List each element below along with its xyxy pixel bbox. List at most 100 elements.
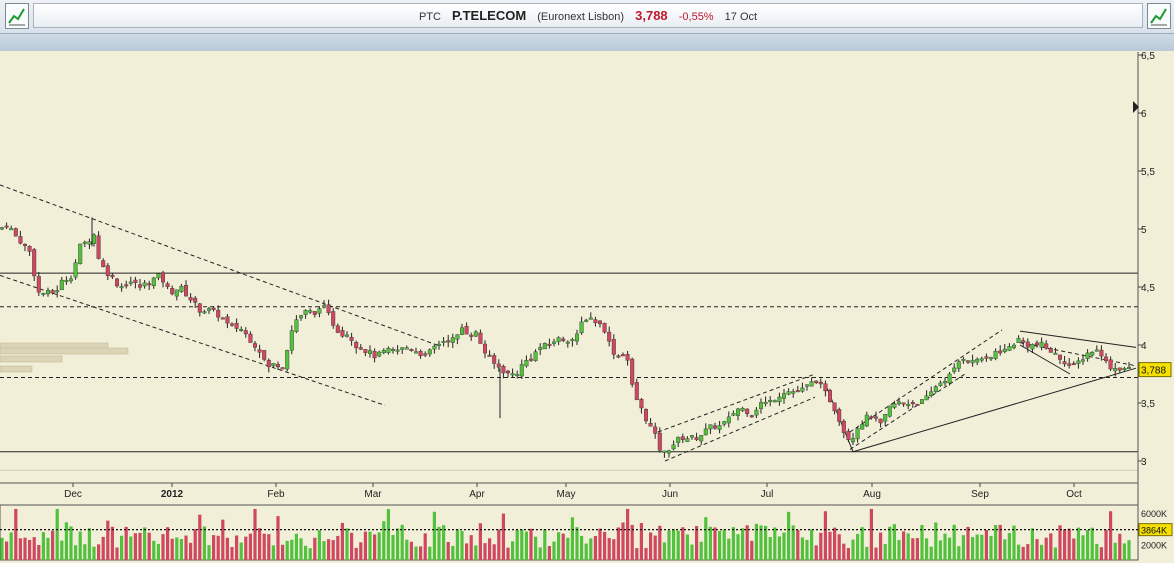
volume-bar <box>276 516 280 560</box>
volume-bar <box>814 545 818 560</box>
candle-body <box>446 340 451 343</box>
volume-bar <box>681 527 685 560</box>
candle-body <box>938 382 943 386</box>
candle-body <box>1034 342 1039 346</box>
volume-bar <box>97 544 101 560</box>
candle-body <box>763 401 768 404</box>
volume-bar <box>414 546 418 560</box>
candle-body <box>1080 359 1085 362</box>
chart-settings-button[interactable] <box>1147 3 1171 29</box>
volume-bar <box>754 523 758 560</box>
candle-body <box>584 319 589 322</box>
volume-bar <box>764 525 768 560</box>
candle-body <box>1002 348 1007 352</box>
candle-body <box>165 283 170 287</box>
volume-bar <box>1026 544 1030 560</box>
candle-body <box>1071 363 1076 366</box>
volume-bar <box>667 530 671 560</box>
candle-body <box>409 349 414 352</box>
candle-body <box>124 284 129 287</box>
volume-bar <box>819 532 823 560</box>
candle-body <box>708 424 713 430</box>
candle-body <box>542 342 547 350</box>
candle-body <box>206 308 211 311</box>
candle-body <box>943 381 948 384</box>
candle-body <box>36 276 41 293</box>
ticker-code: PTC <box>418 11 441 23</box>
candle-body <box>579 321 584 334</box>
volume-bar <box>837 534 841 560</box>
volume-bar <box>722 529 726 560</box>
candle-body <box>345 334 350 337</box>
volume-bar <box>87 528 91 560</box>
volume-bar <box>216 535 220 560</box>
volume-bar <box>143 527 147 560</box>
candle-body <box>947 373 952 384</box>
volume-bar <box>1113 542 1117 560</box>
candle-body <box>717 425 722 430</box>
volume-bar <box>690 544 694 560</box>
candle-body <box>322 305 327 308</box>
volume-bar <box>695 526 699 560</box>
volume-bar <box>267 534 271 560</box>
candle-body <box>423 353 428 356</box>
volume-bar <box>285 540 289 560</box>
candle-body <box>87 241 92 245</box>
candle-body <box>220 317 225 320</box>
candle-body <box>851 438 856 443</box>
volume-bar <box>984 530 988 560</box>
candle-body <box>119 286 124 289</box>
quote-date: 17 Oct <box>724 11 758 23</box>
volume-bar <box>46 537 50 560</box>
volume-bar <box>1017 544 1021 560</box>
candle-body <box>41 292 46 295</box>
candle-body <box>464 326 469 335</box>
volume-bar <box>787 511 791 560</box>
volume-bar <box>1118 533 1122 560</box>
trend-line <box>664 396 816 462</box>
candle-body <box>993 351 998 359</box>
chart-type-button[interactable] <box>5 3 29 29</box>
x-tick-label: Mar <box>364 489 382 500</box>
candle-body <box>593 319 598 324</box>
volume-bar <box>253 508 257 560</box>
volume-bar <box>478 523 482 560</box>
candle-body <box>791 391 796 394</box>
candle-body <box>648 422 653 427</box>
volume-bar <box>607 538 611 560</box>
volume-bar <box>363 531 367 560</box>
y-tick-label: 5 <box>1141 225 1147 236</box>
volume-bar <box>552 541 556 560</box>
volume-bar <box>966 526 970 560</box>
volume-bar <box>529 528 533 560</box>
x-tick-label: May <box>557 489 576 500</box>
volume-bar <box>948 537 952 560</box>
volume-bar <box>317 530 321 560</box>
volume-bar <box>78 531 82 560</box>
volume-bar <box>497 529 501 560</box>
candle-body <box>156 273 161 279</box>
candle-body <box>1103 356 1108 362</box>
volume-bar <box>547 545 551 560</box>
candle-body <box>736 408 741 416</box>
volume-bar <box>336 535 340 560</box>
volume-bar <box>603 531 607 560</box>
candle-body <box>690 435 695 438</box>
volume-bar <box>506 547 510 560</box>
candle-body <box>805 384 810 387</box>
candle-body <box>1090 351 1095 356</box>
volume-bar <box>662 542 666 560</box>
volume-bar <box>833 527 837 560</box>
candle-body <box>174 289 179 297</box>
volume-bar <box>409 541 413 560</box>
candle-body <box>1094 349 1099 352</box>
volume-bar <box>902 531 906 560</box>
toolbar-stripe <box>0 34 1174 51</box>
volume-bar <box>727 538 731 560</box>
candle-body <box>772 400 777 403</box>
volume-bar <box>281 544 285 560</box>
candle-body <box>437 343 442 346</box>
candle-body <box>492 355 497 364</box>
candle-body <box>832 402 837 412</box>
